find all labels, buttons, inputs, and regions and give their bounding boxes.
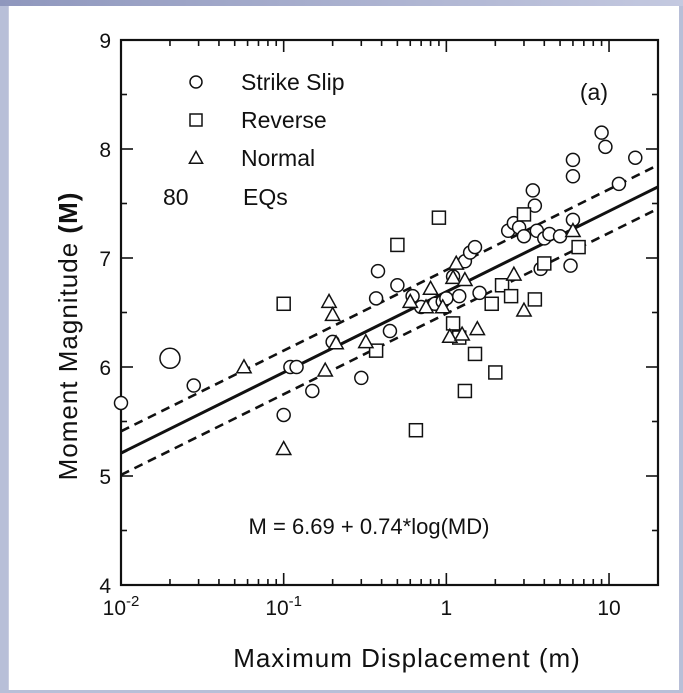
legend-marker-triangle [188,149,204,165]
triangle-point [401,292,419,309]
triangle-point [324,305,342,322]
triangle-point [468,320,486,336]
data-points [113,125,643,456]
triangle-point [441,327,459,343]
circle-point [370,263,386,279]
square-point [571,239,586,255]
y-tick-label: 9 [99,30,111,53]
triangle-point [417,298,435,314]
y-tick-label: 8 [99,139,111,162]
circle-point [611,176,627,192]
x-tick-labels: 10-2 10-1 1 10 [103,593,621,620]
x-tick-label: 10-2 [103,593,140,620]
square-point [408,422,424,438]
circle-point [565,169,581,184]
y-tick-label: 5 [99,466,111,489]
triangle-point [564,222,582,238]
y-tick-label: 4 [99,575,111,598]
circle-point [598,139,613,155]
square-point [516,207,532,222]
upper-bound-line [120,163,659,433]
legend-marker-square [189,113,203,127]
circle-point [525,183,541,198]
circle-point [159,347,181,370]
triangle-point [327,334,345,350]
regression-lines [120,163,659,477]
svg-text:Moment Magnitude (M): Moment Magnitude (M) [53,192,83,481]
triangle-point [434,298,452,314]
triangle-point [275,440,293,456]
y-axis-title-main: Moment Magnitude [53,242,83,481]
circle-point [628,150,643,165]
triangle-point [515,301,533,317]
circle-point [472,285,487,301]
square-point [537,256,552,271]
legend-label: Strike Slip [241,69,345,95]
square-point [467,346,483,362]
circle-point [565,152,581,168]
axis-ticks [120,39,659,586]
lower-bound-line [120,207,659,477]
legend-label: Reverse [241,107,327,133]
x-axis-title: Maximum Displacement (m) [233,643,581,673]
circle-point [552,228,568,244]
square-point [484,296,499,312]
circle-point [276,407,291,423]
circle-point [305,383,320,399]
circle-point [563,258,578,273]
circle-point [113,395,129,411]
x-tick-label: 10-1 [265,593,302,620]
triangle-point [456,271,474,287]
circle-point [467,239,483,255]
triangle-point [357,333,375,349]
top-stripe [0,0,683,6]
y-axis-title: Moment Magnitude (M) [53,192,83,481]
square-point [431,210,447,225]
legend-label: Normal [241,145,315,171]
x-tick-label: 10 [597,597,620,620]
triangle-point [453,325,471,341]
legend: Strike Slip Reverse Normal [188,69,345,171]
square-point [445,316,461,331]
triangle-point [447,254,465,270]
triangle-point [316,361,334,377]
eq-count-label: EQs [243,184,288,210]
regression-line [120,185,659,455]
square-point [457,383,473,399]
eq-count-value: 80 [163,184,189,210]
triangle-point [505,265,523,281]
circle-point [390,278,405,293]
triangle-point [235,358,253,374]
square-point [276,296,291,312]
circle-point [354,370,369,386]
circle-point [368,291,384,306]
x-tick-label: 1 [441,597,453,620]
circle-point [186,378,201,393]
circle-point [516,228,532,244]
square-point [390,237,405,253]
circle-point [451,288,467,304]
square-point [503,288,519,304]
y-tick-labels: 4 5 6 7 8 9 [99,30,111,598]
circle-point [594,125,609,140]
square-point [488,365,503,380]
triangle-point [444,268,462,285]
circle-point [289,359,304,375]
regression-equation: M = 6.69 + 0.74*log(MD) [249,514,490,539]
y-tick-label: 7 [99,248,111,271]
square-point [527,292,543,307]
y-axis-title-symbol: (M) [53,192,83,234]
triangle-point [422,279,440,295]
panel-label: (a) [580,79,608,105]
y-tick-label: 6 [99,357,111,380]
legend-marker-circle [189,75,203,89]
triangle-point [320,292,338,309]
square-point [494,278,510,293]
circle-point [527,198,543,213]
circle-point [382,323,398,339]
